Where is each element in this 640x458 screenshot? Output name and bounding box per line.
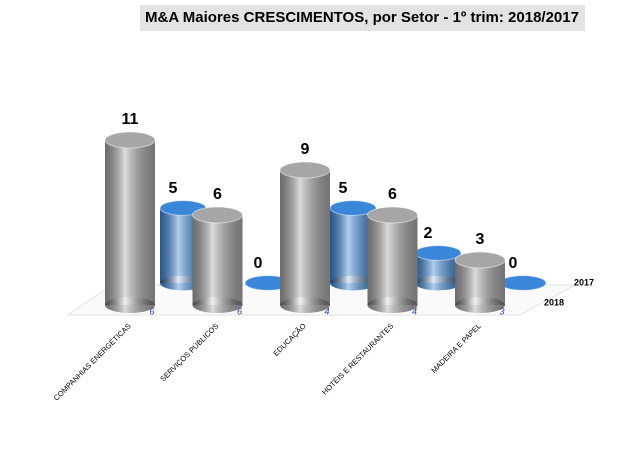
cylinder-shade: [105, 140, 155, 305]
cylinder-top: [367, 206, 418, 224]
cylinder-top: [414, 245, 462, 261]
floor-label: 4: [324, 306, 329, 316]
value-label: 6: [388, 186, 397, 203]
cylinder: [367, 206, 418, 313]
chart-title: M&A Maiores CRESCIMENTOS, por Setor - 1º…: [145, 9, 579, 26]
value-label: 9: [301, 141, 310, 158]
value-label: 0: [254, 255, 263, 272]
title-box: [140, 5, 585, 31]
floor-label: 3: [499, 306, 504, 316]
cylinder: [104, 131, 156, 313]
cylinder: [499, 275, 547, 291]
cylinder-shade: [367, 215, 418, 305]
cylinder-top: [104, 131, 156, 149]
cylinder: [192, 206, 243, 313]
cylinder: [414, 245, 462, 291]
cylinder-top: [192, 206, 243, 224]
x-tick-label: SERVIÇOS PÚBLICOS: [158, 321, 220, 383]
x-tick-label: COMPANHIAS ENERGÉTICAS: [52, 321, 133, 402]
value-label: 11: [122, 111, 139, 128]
value-label: 5: [169, 180, 178, 197]
cylinder: [454, 251, 506, 313]
value-label: 3: [476, 231, 485, 248]
cylinder-shade: [192, 215, 243, 305]
cylinder-top: [499, 275, 547, 291]
floor-label: 6: [237, 306, 242, 316]
cylinder-shade: [280, 170, 330, 305]
x-tick-label: MADEIRA E PAPEL: [429, 321, 482, 374]
depth-label: 2017: [574, 277, 594, 287]
floor-label: 4: [412, 306, 417, 316]
value-label: 0: [509, 255, 518, 272]
cylinder-top: [279, 161, 331, 179]
value-label: 6: [213, 186, 222, 203]
x-tick-label: EDUCAÇÃO: [271, 321, 308, 358]
value-label: 5: [339, 180, 348, 197]
x-tick-label: HOTÉIS E RESTAURANTES: [320, 321, 395, 396]
cylinder-top: [454, 251, 506, 269]
depth-label: 2018: [544, 297, 564, 307]
floor-label: 6: [149, 306, 154, 316]
value-label: 2: [424, 225, 433, 242]
cylinder: [279, 161, 331, 313]
